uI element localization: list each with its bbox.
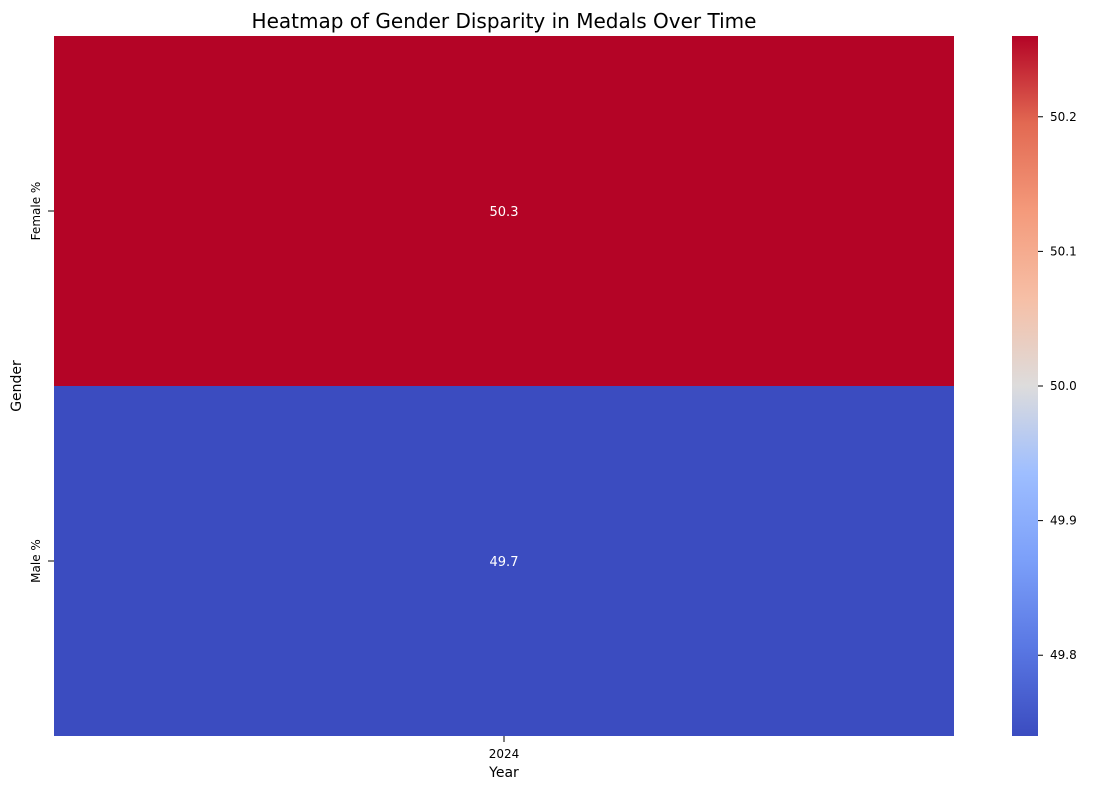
x-axis: 2024 <box>489 736 520 761</box>
colorbar: 49.8 49.9 50.0 50.1 50.2 <box>1012 36 1077 736</box>
heatmap-value-label: 50.3 <box>490 205 519 220</box>
y-tick-label: Female % <box>29 182 43 241</box>
colorbar-gradient <box>1012 36 1038 736</box>
chart-title: Heatmap of Gender Disparity in Medals Ov… <box>252 9 757 33</box>
heatmap-cells <box>54 36 954 736</box>
colorbar-tick-label: 49.9 <box>1050 514 1077 528</box>
colorbar-tick-label: 50.2 <box>1050 110 1077 124</box>
y-tick-label: Male % <box>29 539 43 583</box>
heatmap-value-label: 49.7 <box>490 555 519 570</box>
colorbar-tick-label: 50.0 <box>1050 379 1077 393</box>
y-axis: Female % Male % <box>29 182 54 583</box>
colorbar-ticks: 49.8 49.9 50.0 50.1 50.2 <box>1038 110 1077 662</box>
x-axis-label: Year <box>488 765 519 781</box>
heatmap-cell <box>54 386 954 736</box>
x-tick-label: 2024 <box>489 747 520 761</box>
y-axis-label: Gender <box>9 360 25 412</box>
heatmap-annotations: 50.3 49.7 <box>490 205 519 570</box>
colorbar-tick-label: 49.8 <box>1050 648 1077 662</box>
heatmap-cell <box>54 36 954 386</box>
colorbar-tick-label: 50.1 <box>1050 244 1077 258</box>
